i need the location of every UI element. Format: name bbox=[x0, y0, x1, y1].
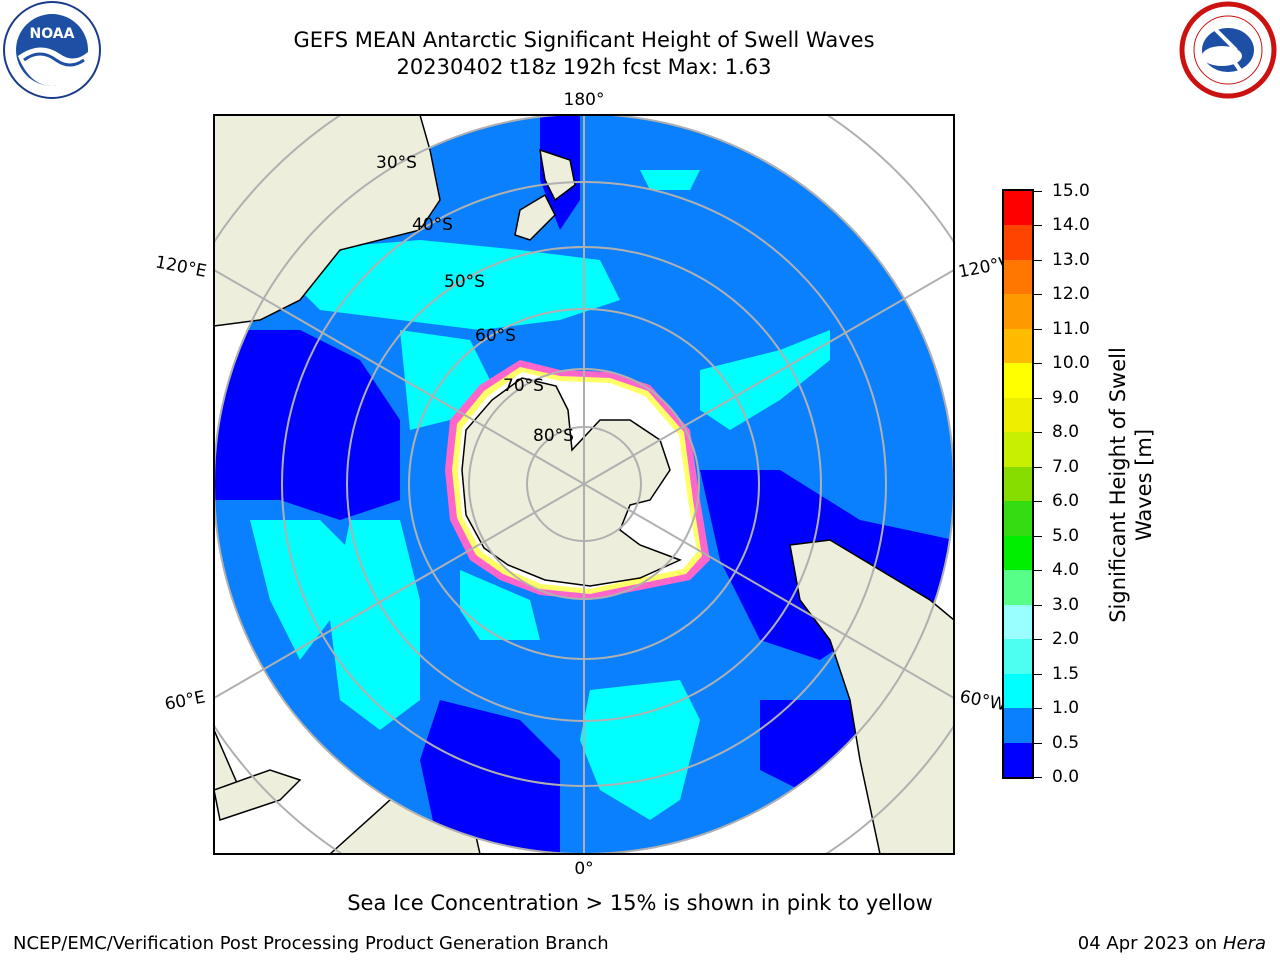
colorbar-tick bbox=[1034, 604, 1042, 606]
colorbar-tick bbox=[1034, 501, 1042, 503]
colorbar-tick-label: 0.0 bbox=[1052, 767, 1080, 787]
lon-label-60e: 60°E bbox=[163, 687, 207, 714]
lat-label-40: 40°S bbox=[412, 215, 453, 235]
colorbar-tick bbox=[1034, 466, 1042, 468]
colorbar-tick-label: 7.0 bbox=[1052, 456, 1080, 477]
noaa-logo: NOAA bbox=[3, 1, 101, 99]
colorbar-tick-label: 2.0 bbox=[1052, 629, 1080, 650]
colorbar-segment bbox=[1004, 638, 1032, 674]
colorbar-segment bbox=[1004, 569, 1032, 605]
colorbar-segment bbox=[1004, 707, 1032, 743]
colorbar-tick-label: 15.0 bbox=[1052, 181, 1090, 201]
colorbar-tick bbox=[1034, 397, 1042, 399]
colorbar-label: Significant Height of Swell Waves [m] bbox=[1105, 347, 1157, 623]
lat-label-50: 50°S bbox=[444, 272, 485, 292]
colorbar-tick-label: 1.5 bbox=[1052, 663, 1080, 684]
colorbar-segment bbox=[1004, 362, 1032, 398]
colorbar-tick bbox=[1034, 708, 1042, 710]
colorbar-tick-label: 5.0 bbox=[1052, 525, 1080, 546]
colorbar-tick-label: 13.0 bbox=[1052, 249, 1090, 270]
date-stamp: 04 Apr 2023 on Hera bbox=[1078, 933, 1266, 954]
colorbar-segment bbox=[1004, 604, 1032, 640]
colorbar-segment bbox=[1004, 328, 1032, 364]
colorbar-tick bbox=[1034, 570, 1042, 572]
chart-title: GEFS MEAN Antarctic Significant Height o… bbox=[293, 28, 875, 52]
colorbar-tick bbox=[1034, 259, 1042, 261]
colorbar-label-line1: Significant Height of Swell bbox=[1106, 347, 1130, 623]
colorbar-tick bbox=[1034, 225, 1042, 227]
lon-label-180: 180° bbox=[564, 90, 605, 110]
lon-label-120e: 120°E bbox=[154, 252, 209, 281]
machine-name: Hera bbox=[1222, 933, 1266, 954]
graticule bbox=[214, 115, 954, 854]
map-frame bbox=[213, 114, 955, 855]
noaa-text: NOAA bbox=[30, 26, 75, 42]
colorbar-tick bbox=[1034, 363, 1042, 365]
colorbar-segment bbox=[1004, 673, 1032, 709]
colorbar-segment bbox=[1004, 535, 1032, 571]
colorbar-segment bbox=[1004, 190, 1032, 226]
colorbar-segment bbox=[1004, 500, 1032, 536]
colorbar-tick bbox=[1034, 294, 1042, 296]
lon-label-60w: 60°W bbox=[958, 687, 1008, 716]
colorbar-tick bbox=[1034, 535, 1042, 537]
colorbar-tick bbox=[1034, 742, 1042, 744]
colorbar-segment bbox=[1004, 466, 1032, 502]
colorbar bbox=[1002, 189, 1034, 779]
chart-subtitle: 20230402 t18z 192h fcst Max: 1.63 bbox=[396, 55, 772, 79]
colorbar-tick bbox=[1034, 328, 1042, 330]
colorbar-tick-label: 9.0 bbox=[1052, 387, 1080, 408]
colorbar-tick bbox=[1034, 432, 1042, 434]
colorbar-tick-label: 14.0 bbox=[1052, 215, 1090, 236]
colorbar-label-line2: Waves [m] bbox=[1132, 428, 1156, 542]
lat-label-60: 60°S bbox=[475, 326, 516, 346]
colorbar-tick-label: 0.5 bbox=[1052, 732, 1080, 753]
sea-ice-footnote: Sea Ice Concentration > 15% is shown in … bbox=[347, 891, 933, 915]
colorbar-tick-label: 4.0 bbox=[1052, 560, 1080, 581]
nws-logo bbox=[1179, 1, 1277, 99]
colorbar-segment bbox=[1004, 742, 1032, 777]
date-text: 04 Apr 2023 on bbox=[1077, 933, 1218, 954]
colorbar-tick-label: 10.0 bbox=[1052, 353, 1090, 374]
colorbar-segment bbox=[1004, 259, 1032, 295]
lat-label-70: 70°S bbox=[503, 376, 544, 396]
lat-label-80: 80°S bbox=[533, 426, 574, 446]
colorbar-tick-label: 6.0 bbox=[1052, 491, 1080, 512]
colorbar-tick-label: 3.0 bbox=[1052, 594, 1080, 615]
colorbar-tick bbox=[1034, 191, 1042, 192]
colorbar-segment bbox=[1004, 224, 1032, 260]
colorbar-tick bbox=[1034, 777, 1042, 778]
colorbar-segment bbox=[1004, 431, 1032, 467]
colorbar-tick-label: 8.0 bbox=[1052, 422, 1080, 443]
lon-label-0: 0° bbox=[574, 859, 593, 879]
colorbar-tick-label: 1.0 bbox=[1052, 698, 1080, 719]
colorbar-tick bbox=[1034, 673, 1042, 675]
colorbar-tick-label: 12.0 bbox=[1052, 284, 1090, 305]
colorbar-tick-label: 11.0 bbox=[1052, 318, 1090, 339]
lat-label-30: 30°S bbox=[376, 153, 417, 173]
colorbar-segment bbox=[1004, 293, 1032, 329]
colorbar-tick bbox=[1034, 639, 1042, 641]
colorbar-segment bbox=[1004, 397, 1032, 433]
credit-text: NCEP/EMC/Verification Post Processing Pr… bbox=[13, 933, 609, 954]
